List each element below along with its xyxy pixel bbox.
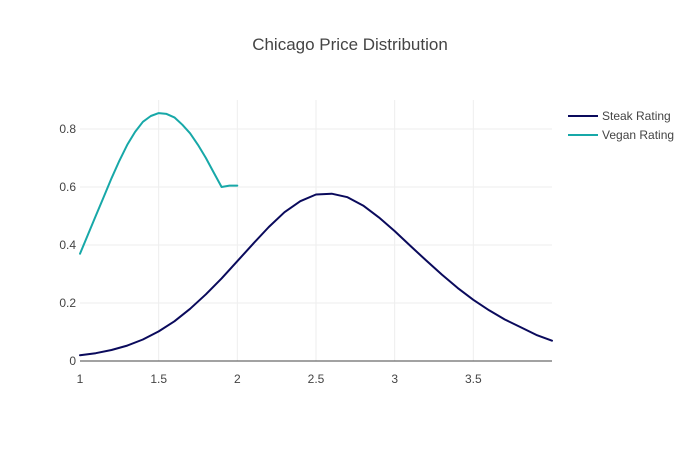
y-tick-label: 0.2 — [59, 296, 76, 310]
axes: 0 0.2 0.4 0.6 0.8 1 1.5 2 2.5 3 3.5 — [59, 122, 552, 386]
legend-label: Vegan Rating — [602, 128, 674, 142]
legend-label: Steak Rating — [602, 109, 671, 123]
series-line-steak-rating[interactable] — [79, 192, 553, 357]
series-line-vegan-rating[interactable] — [79, 112, 239, 255]
x-tick-label: 3.5 — [465, 372, 482, 386]
x-tick-label: 3 — [391, 372, 398, 386]
y-tick-label: 0.8 — [59, 122, 76, 136]
legend[interactable]: Steak Rating Vegan Rating — [568, 109, 674, 142]
x-tick-label: 1 — [77, 372, 84, 386]
legend-item[interactable]: Vegan Rating — [568, 128, 674, 142]
y-tick-label: 0.4 — [59, 238, 76, 252]
legend-item[interactable]: Steak Rating — [568, 109, 671, 123]
series-group — [79, 112, 553, 357]
chart-title: Chicago Price Distribution — [252, 35, 448, 54]
x-tick-label: 2 — [234, 372, 241, 386]
y-tick-label: 0.6 — [59, 180, 76, 194]
grid — [80, 100, 552, 361]
y-tick-label: 0 — [69, 354, 76, 368]
x-tick-label: 2.5 — [308, 372, 325, 386]
x-tick-label: 1.5 — [150, 372, 167, 386]
